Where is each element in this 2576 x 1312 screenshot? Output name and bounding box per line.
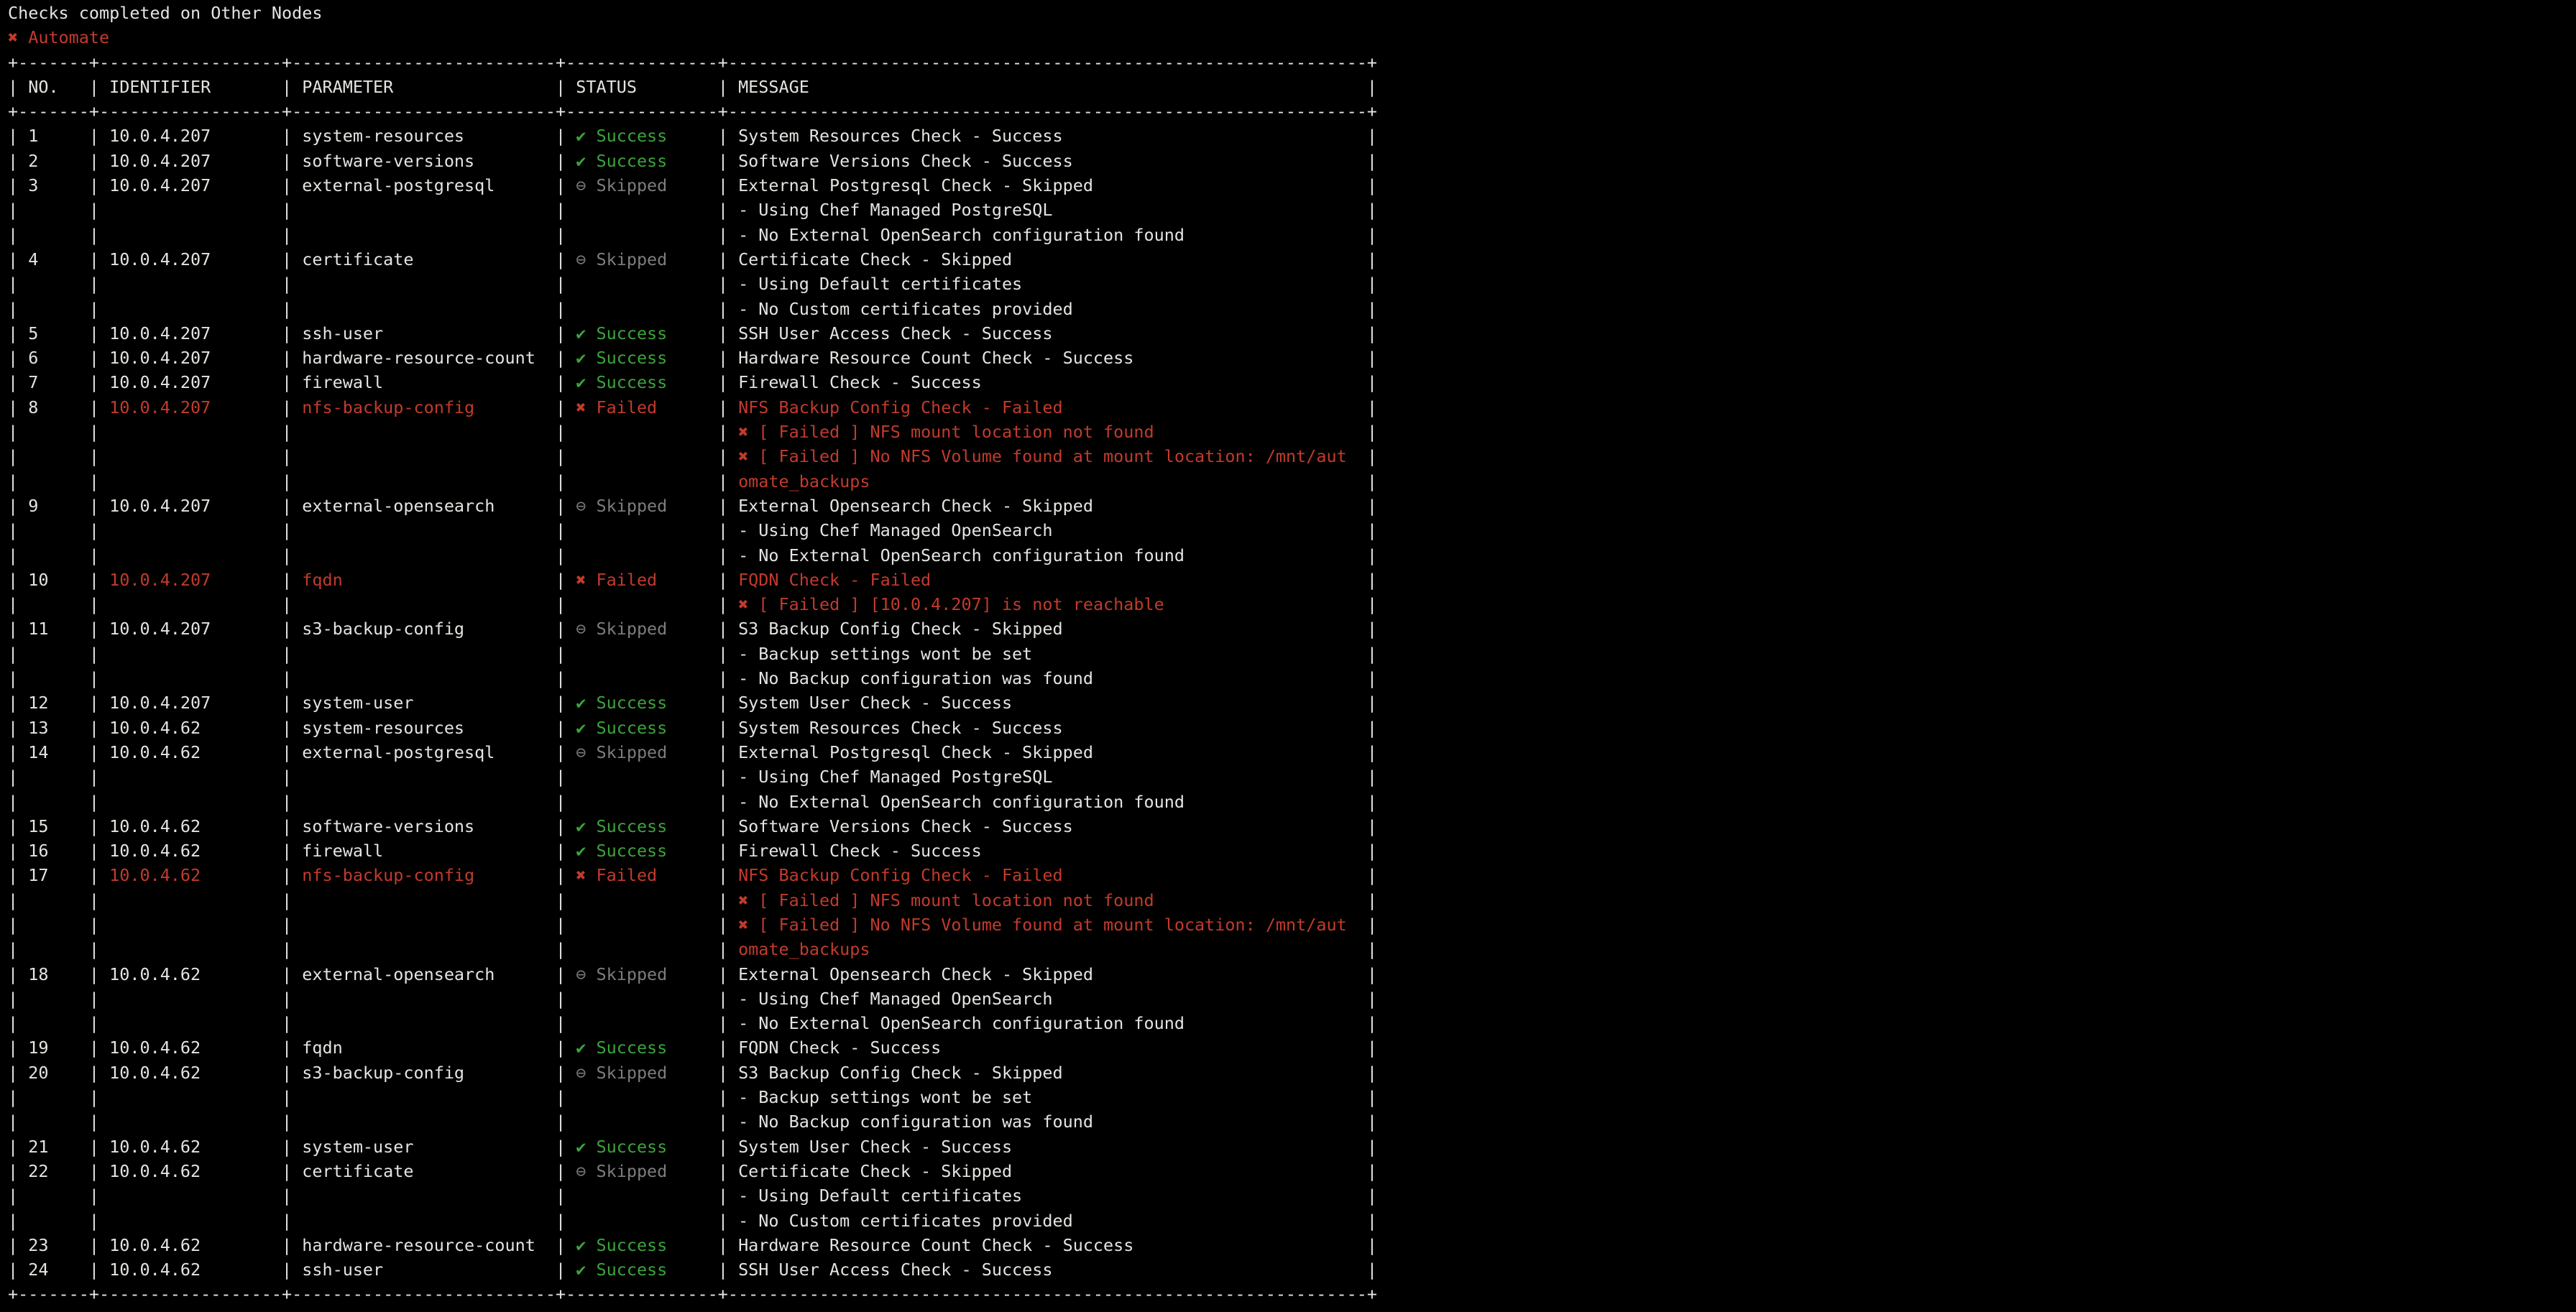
table-row-line: | 8 | 10.0.4.207 | nfs-backup-config | ✖… [8,397,1378,417]
table-row-line: | | | | | omate_backups | [8,939,1378,960]
table-row-line: | 13 | 10.0.4.62 | system-resources | ✔ … [8,717,1378,738]
table-row-line: | 16 | 10.0.4.62 | firewall | ✔ Success … [8,841,1378,861]
table-row-line: | | | | | - Backup settings wont be set … [8,1087,1378,1108]
table-row-line: | | | | | - Using Chef Managed OpenSearc… [8,988,1378,1009]
title-line: Checks completed on Other Nodes [8,3,323,23]
table-row-line: | 11 | 10.0.4.207 | s3-backup-config | ⊖… [8,619,1378,639]
table-row-line: | 24 | 10.0.4.62 | ssh-user | ✔ Success … [8,1260,1378,1280]
table-row-line: | 15 | 10.0.4.62 | software-versions | ✔… [8,816,1378,836]
table-row-line: | 9 | 10.0.4.207 | external-opensearch |… [8,495,1378,516]
table-row-line: | 7 | 10.0.4.207 | firewall | ✔ Success … [8,372,1378,393]
table-row-line: | 20 | 10.0.4.62 | s3-backup-config | ⊖ … [8,1062,1378,1083]
table-row-line: | 22 | 10.0.4.62 | certificate | ⊖ Skipp… [8,1160,1378,1181]
table-row-line: | 1 | 10.0.4.207 | system-resources | ✔ … [8,126,1378,147]
table-row-line: | | | | | ✖ [ Failed ] NFS mount locatio… [8,422,1378,443]
table-row-line: | | | | | ✖ [ Failed ] [10.0.4.207] is n… [8,594,1378,615]
table-row-line: | | | | | - No External OpenSearch confi… [8,1013,1378,1034]
table-row-line: | | | | | ✖ [ Failed ] NFS mount locatio… [8,890,1378,910]
table-row-line: | | | | | - Using Chef Managed PostgreSQ… [8,767,1378,787]
table-row-line: | 10 | 10.0.4.207 | fqdn | ✖ Failed | FQ… [8,569,1378,590]
table-row-line: | 3 | 10.0.4.207 | external-postgresql |… [8,175,1378,196]
table-header-line: | NO. | IDENTIFIER | PARAMETER | STATUS … [8,76,1378,97]
table-row-line: | | | | | - No External OpenSearch confi… [8,545,1378,565]
table-row-line: | 12 | 10.0.4.207 | system-user | ✔ Succ… [8,693,1378,713]
table-row-line: | | | | | ✖ [ Failed ] No NFS Volume fou… [8,446,1378,467]
table-row-line: | | | | | omate_backups | [8,471,1378,491]
table-row-line: | 14 | 10.0.4.62 | external-postgresql |… [8,742,1378,762]
table-border-line: +-------+------------------+------------… [8,52,1377,73]
table-row-line: | 6 | 10.0.4.207 | hardware-resource-cou… [8,348,1378,369]
table-border-line: +-------+------------------+------------… [8,1284,1377,1305]
table-row-line: | 2 | 10.0.4.207 | software-versions | ✔… [8,150,1378,171]
table-row-line: | | | | | - Using Chef Managed OpenSearc… [8,520,1378,541]
table-row-line: | | | | | ✖ [ Failed ] No NFS Volume fou… [8,914,1378,935]
table-row-line: | 17 | 10.0.4.62 | nfs-backup-config | ✖… [8,865,1378,886]
table-row-line: | | | | | - Using Chef Managed PostgreSQ… [8,200,1378,221]
table-row-line: | | | | | - Using Default certificates | [8,274,1378,295]
table-row-line: | 4 | 10.0.4.207 | certificate | ⊖ Skipp… [8,249,1378,269]
table-row-line: | | | | | - No Custom certificates provi… [8,298,1378,319]
table-row-line: | 23 | 10.0.4.62 | hardware-resource-cou… [8,1234,1378,1255]
table-row-line: | 21 | 10.0.4.62 | system-user | ✔ Succe… [8,1136,1378,1157]
table-row-line: | | | | | - No External OpenSearch confi… [8,224,1378,245]
table-row-line: | 18 | 10.0.4.62 | external-opensearch |… [8,964,1378,984]
table-row-line: | | | | | - No External OpenSearch confi… [8,791,1378,812]
table-border-line: +-------+------------------+------------… [8,101,1377,122]
table-row-line: | | | | | - Using Default certificates | [8,1186,1378,1206]
product-status-line: ✖ Automate [8,27,110,48]
table-row-line: | 19 | 10.0.4.62 | fqdn | ✔ Success | FQ… [8,1038,1378,1058]
table-row-line: | | | | | - No Custom certificates provi… [8,1210,1378,1231]
table-row-line: | 5 | 10.0.4.207 | ssh-user | ✔ Success … [8,323,1378,343]
table-row-line: | | | | | - No Backup configuration was … [8,1112,1378,1132]
table-row-line: | | | | | - Backup settings wont be set … [8,643,1378,664]
table-row-line: | | | | | - No Backup configuration was … [8,668,1378,689]
